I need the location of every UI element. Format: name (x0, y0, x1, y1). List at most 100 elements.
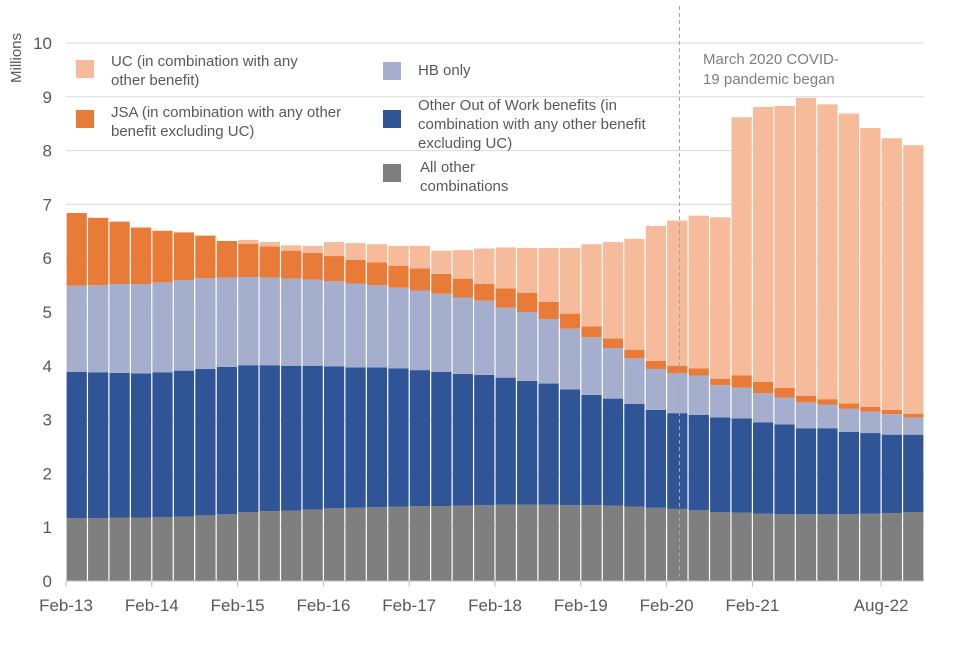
bar-segment (259, 277, 280, 366)
bar-segment (130, 284, 152, 374)
bar-segment (559, 328, 581, 390)
bar-segment (495, 307, 516, 378)
bar-segment (388, 506, 409, 581)
bar-segment (860, 411, 881, 434)
bar-segment (173, 370, 195, 517)
x-tick-label: Feb-15 (211, 596, 265, 615)
bar-segment (173, 232, 195, 281)
bar-segment (602, 338, 624, 349)
bar-segment (345, 283, 366, 368)
bar-segment (795, 395, 817, 403)
bar-segment (431, 371, 452, 507)
bar-segment (624, 238, 645, 350)
y-tick-label: 9 (43, 88, 52, 107)
bar-segment (881, 414, 902, 435)
bar-segment (302, 509, 323, 581)
bar-segment (109, 221, 130, 285)
bar-segment (88, 518, 109, 581)
bar-segment (216, 277, 237, 367)
legend-label: Other Out of Work benefits (in (418, 97, 617, 114)
bar-segment (860, 433, 881, 514)
legend: UC (in combination with any other benefit… (76, 53, 646, 195)
bar-segment (388, 368, 409, 507)
legend-label: combination with any other benefit (418, 116, 646, 133)
bar-segment (667, 220, 688, 366)
bar-segment (324, 281, 345, 367)
bar-segment (431, 506, 452, 581)
bar-segment (409, 245, 431, 269)
bar-segment (688, 509, 709, 581)
bar-segment (559, 313, 581, 329)
legend-swatch (383, 164, 401, 182)
bar-segment (324, 366, 345, 509)
bar-segment (817, 428, 838, 515)
bar-segment (559, 389, 581, 506)
bar-segment (559, 247, 581, 314)
bar-segment (645, 507, 666, 581)
bar-segment (495, 504, 516, 581)
bar-segment (581, 244, 602, 327)
bar-segment (88, 372, 109, 519)
bar-segment (216, 514, 237, 581)
bar-segment (624, 403, 645, 507)
bar-segment (281, 510, 302, 581)
bar-segment (774, 424, 795, 515)
bar-segment (602, 398, 624, 506)
bar-segment (688, 375, 709, 415)
y-tick-label: 4 (43, 357, 52, 376)
bar-segment (88, 285, 109, 373)
bar-segment (66, 285, 87, 372)
bar-segment (602, 505, 624, 581)
bar-segment (838, 514, 860, 581)
bar-segment (559, 505, 581, 581)
bar-segment (817, 104, 838, 400)
bar-segment (366, 244, 388, 263)
annotation-text-line1: March 2020 COVID- (703, 51, 839, 68)
bar-segment (130, 227, 152, 285)
legend-label: HB only (418, 62, 471, 79)
bar-segment (173, 516, 195, 581)
bar-segment (624, 349, 645, 359)
bar-segment (66, 371, 87, 519)
y-tick-label: 10 (33, 34, 52, 53)
bar-segment (324, 256, 345, 282)
bar-segment (281, 278, 302, 366)
bar-segment (860, 406, 881, 412)
bar-segment (731, 418, 752, 513)
x-tick-label: Aug-22 (854, 596, 909, 615)
bar-segment (688, 414, 709, 510)
bar-segment (302, 279, 323, 366)
y-tick-label: 7 (43, 195, 52, 214)
x-tick-label: Feb-13 (39, 596, 93, 615)
bar-segment (817, 404, 838, 429)
bar-segment (710, 417, 731, 513)
bar-segment (538, 383, 559, 505)
bar-segment (345, 507, 366, 581)
bar-segment (345, 259, 366, 284)
bar-segment (259, 246, 280, 278)
bar-segment (602, 242, 624, 339)
bar-segment (259, 242, 280, 247)
bar-segment (624, 506, 645, 581)
bar-segment (774, 514, 795, 581)
bar-segment (152, 372, 173, 517)
y-tick-label: 5 (43, 303, 52, 322)
bar-segment (517, 247, 538, 293)
bar-segment (838, 403, 860, 409)
bar-segment (753, 513, 774, 581)
bar-segment (581, 505, 602, 581)
bar-segment (366, 285, 388, 368)
bar-segment (753, 393, 774, 423)
bar-segment (474, 374, 495, 506)
legend-swatch (383, 62, 401, 80)
y-tick-label: 1 (43, 518, 52, 537)
bar-segment (517, 292, 538, 312)
bar-segment (710, 385, 731, 418)
bar-segment (774, 397, 795, 425)
bar-segment (216, 240, 237, 278)
bar-segment (602, 348, 624, 399)
bar-segment (795, 514, 817, 581)
bar-segment (238, 365, 259, 513)
bar-segment (195, 278, 216, 370)
bar-segment (881, 409, 902, 415)
